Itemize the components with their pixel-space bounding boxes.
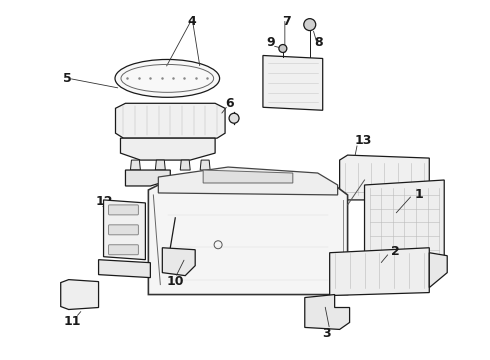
FancyBboxPatch shape — [108, 205, 138, 215]
Polygon shape — [203, 170, 293, 183]
Text: 5: 5 — [63, 72, 72, 85]
Text: 9: 9 — [266, 36, 275, 49]
Circle shape — [229, 113, 239, 123]
Polygon shape — [305, 294, 349, 329]
Text: 13: 13 — [355, 134, 372, 147]
Text: 12: 12 — [96, 195, 113, 208]
Polygon shape — [103, 200, 146, 260]
Text: 2: 2 — [392, 245, 400, 258]
Polygon shape — [263, 55, 323, 110]
Polygon shape — [429, 253, 447, 288]
Polygon shape — [98, 260, 150, 278]
Text: 8: 8 — [315, 36, 323, 49]
Text: 4: 4 — [188, 15, 196, 28]
Text: 1: 1 — [415, 188, 423, 202]
Circle shape — [279, 45, 287, 53]
Polygon shape — [148, 175, 347, 294]
Polygon shape — [121, 138, 215, 160]
Text: 7: 7 — [282, 15, 291, 28]
Circle shape — [304, 19, 316, 31]
Polygon shape — [116, 103, 225, 138]
Polygon shape — [158, 167, 338, 195]
Polygon shape — [130, 160, 141, 170]
Polygon shape — [125, 170, 171, 186]
Text: 3: 3 — [322, 328, 331, 341]
Polygon shape — [340, 155, 429, 200]
Polygon shape — [155, 160, 165, 170]
Polygon shape — [200, 160, 210, 170]
FancyBboxPatch shape — [108, 245, 138, 255]
Polygon shape — [162, 248, 195, 276]
Polygon shape — [180, 160, 190, 170]
Text: 6: 6 — [225, 97, 234, 110]
Polygon shape — [330, 248, 429, 296]
Text: 11: 11 — [64, 315, 81, 328]
Ellipse shape — [115, 59, 220, 97]
Text: 10: 10 — [167, 275, 184, 288]
Polygon shape — [61, 280, 98, 310]
FancyBboxPatch shape — [108, 225, 138, 235]
Polygon shape — [365, 180, 444, 263]
